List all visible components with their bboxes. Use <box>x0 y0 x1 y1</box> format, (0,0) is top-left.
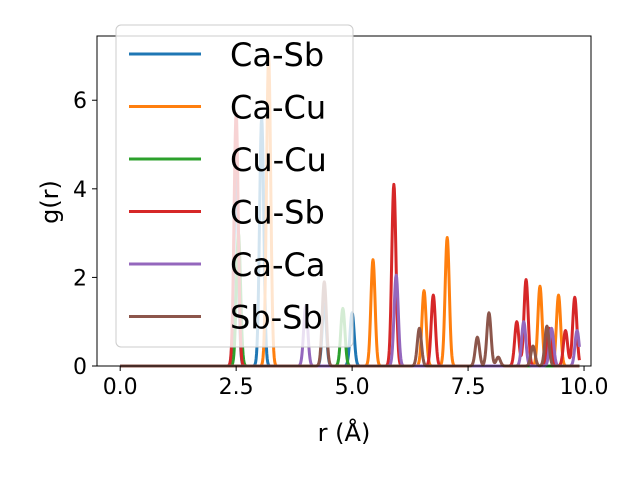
x-tick-label: 7.5 <box>451 375 486 400</box>
legend-entry-label: Cu-Sb <box>230 194 325 232</box>
axes: 0.0 2.5 5.0 7.5 10.0 0 2 4 6 <box>73 35 609 400</box>
y-tick-label: 2 <box>73 266 87 291</box>
y-tick-label: 6 <box>73 89 87 114</box>
y-tick-label: 0 <box>73 355 87 380</box>
legend-entry-label: Cu-Cu <box>230 141 327 179</box>
y-tick-label: 4 <box>73 178 87 203</box>
x-tick-label: 5.0 <box>335 375 370 400</box>
x-tick-label: 0.0 <box>103 375 138 400</box>
legend-entry-label: Sb-Sb <box>230 299 323 337</box>
x-tick-label: 10.0 <box>560 375 609 400</box>
legend: Ca-Sb Ca-Cu Cu-Cu Cu-Sb Ca-Ca Sb-Sb <box>115 24 354 348</box>
legend-entry-label: Ca-Cu <box>230 89 326 127</box>
legend-entry-label: Ca-Ca <box>230 246 325 284</box>
legend-entry-label: Ca-Sb <box>230 36 324 74</box>
x-tick-label: 2.5 <box>219 375 254 400</box>
y-axis-label: g(r) <box>36 180 64 224</box>
x-axis-label: r (Å) <box>318 418 371 447</box>
